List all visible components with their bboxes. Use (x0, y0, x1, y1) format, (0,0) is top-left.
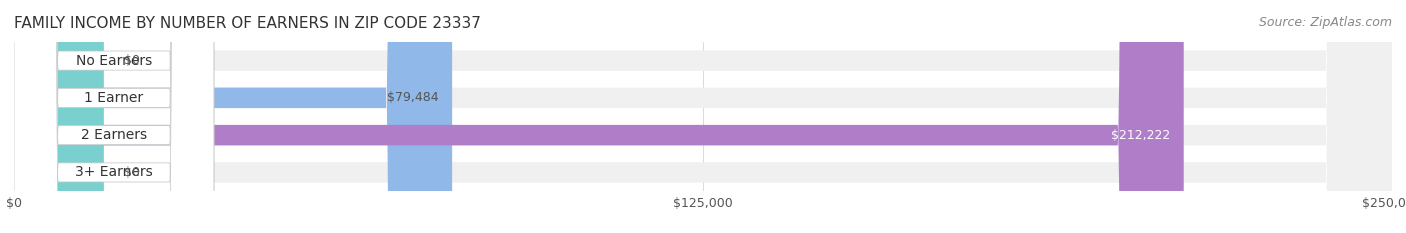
Text: $0: $0 (124, 54, 141, 67)
FancyBboxPatch shape (14, 0, 104, 233)
FancyBboxPatch shape (14, 0, 1392, 233)
FancyBboxPatch shape (14, 0, 104, 233)
Text: 2 Earners: 2 Earners (82, 128, 148, 142)
Text: 1 Earner: 1 Earner (84, 91, 143, 105)
FancyBboxPatch shape (14, 0, 1392, 233)
Text: No Earners: No Earners (76, 54, 152, 68)
FancyBboxPatch shape (14, 0, 1392, 233)
FancyBboxPatch shape (14, 0, 453, 233)
Text: FAMILY INCOME BY NUMBER OF EARNERS IN ZIP CODE 23337: FAMILY INCOME BY NUMBER OF EARNERS IN ZI… (14, 16, 481, 31)
FancyBboxPatch shape (14, 0, 1392, 233)
FancyBboxPatch shape (14, 0, 214, 233)
FancyBboxPatch shape (14, 0, 214, 233)
Text: $212,222: $212,222 (1111, 129, 1170, 142)
Text: $0: $0 (124, 166, 141, 179)
Text: 3+ Earners: 3+ Earners (75, 165, 153, 179)
Text: $79,484: $79,484 (387, 91, 439, 104)
FancyBboxPatch shape (14, 0, 214, 233)
Text: Source: ZipAtlas.com: Source: ZipAtlas.com (1258, 16, 1392, 29)
FancyBboxPatch shape (14, 0, 214, 233)
FancyBboxPatch shape (14, 0, 1184, 233)
